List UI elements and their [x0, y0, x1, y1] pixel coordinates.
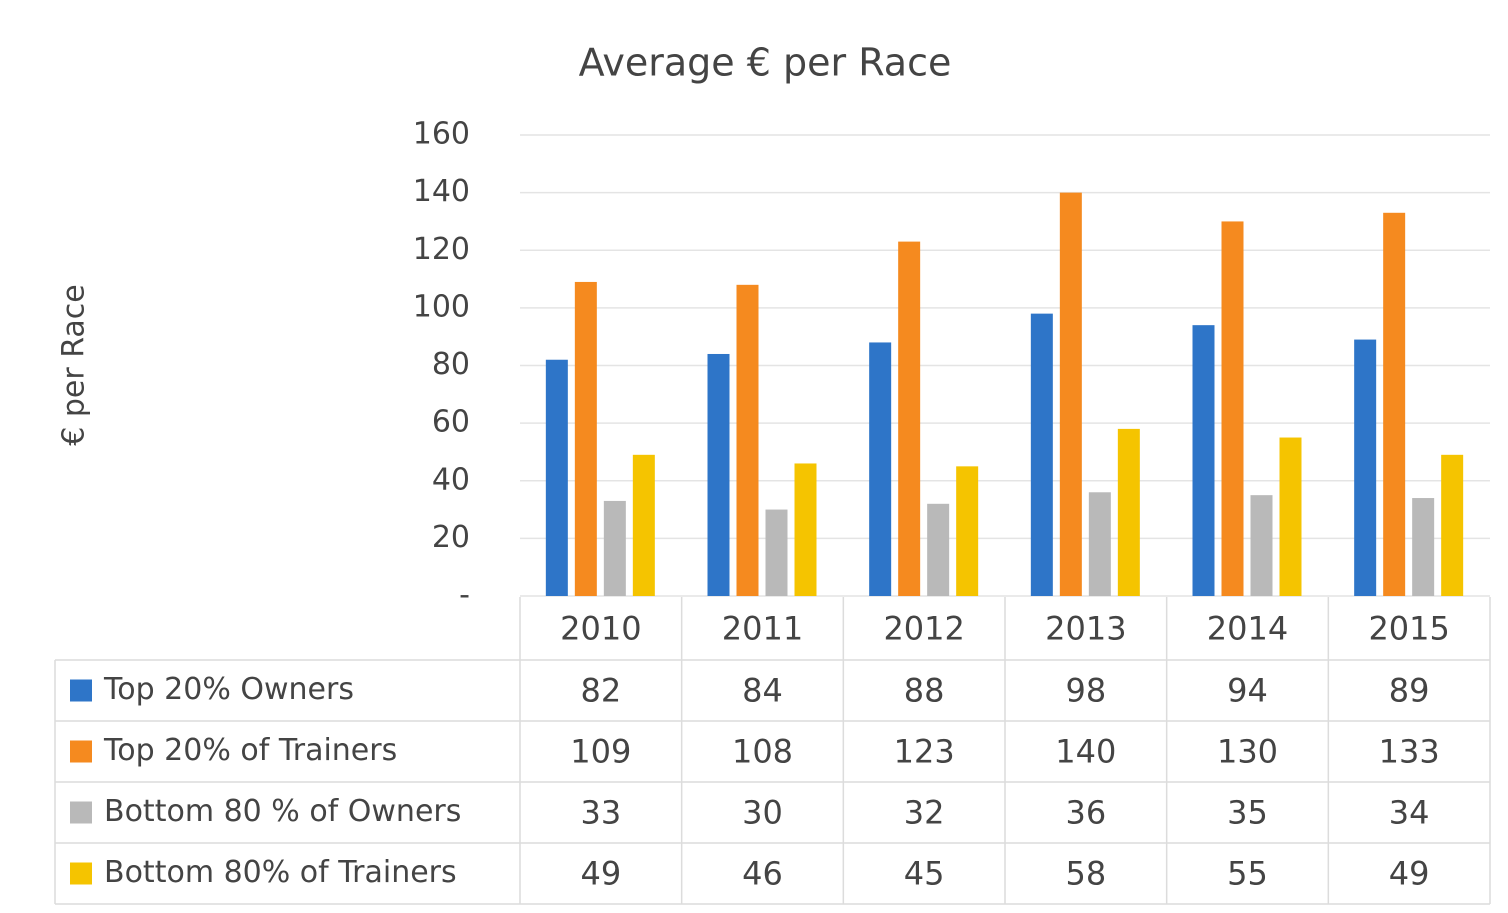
bar	[1088, 492, 1111, 596]
table-cell: 94	[1227, 672, 1268, 710]
bar	[765, 509, 788, 596]
bar	[898, 241, 921, 596]
bar	[794, 463, 817, 596]
legend-swatch	[70, 801, 92, 824]
legend-label: Bottom 80 % of Owners	[104, 794, 461, 829]
bar	[869, 342, 892, 596]
y-tick-label: 140	[413, 174, 470, 209]
table-cell: 36	[1065, 794, 1106, 832]
table-cell: 35	[1227, 794, 1268, 832]
table-cell: 45	[904, 855, 945, 893]
bar	[956, 466, 979, 596]
table-cell: 55	[1227, 855, 1268, 893]
table-cell: 140	[1055, 733, 1116, 771]
table-cell: 82	[580, 672, 621, 710]
y-tick-label: 80	[432, 347, 470, 382]
y-tick-label: 60	[432, 405, 470, 440]
table-cell: 133	[1379, 733, 1440, 771]
legend-swatch	[70, 740, 92, 763]
table-cell: 89	[1389, 672, 1430, 710]
bar	[1030, 313, 1053, 596]
legend-label: Top 20% of Trainers	[103, 733, 397, 768]
table-cell: 49	[580, 855, 621, 893]
y-tick-label: 100	[413, 289, 470, 324]
bar	[1117, 428, 1140, 596]
bar	[1059, 192, 1082, 596]
bar	[1412, 498, 1435, 596]
bar	[1354, 339, 1377, 596]
chart-title: Average € per Race	[579, 41, 952, 85]
bar	[574, 281, 597, 596]
legend-label: Top 20% Owners	[103, 672, 354, 707]
table-cell: 33	[580, 794, 621, 832]
table-cell: 123	[894, 733, 955, 771]
y-tick-label: 20	[432, 520, 470, 555]
y-tick-label: 120	[413, 232, 470, 267]
legend-swatch	[70, 679, 92, 702]
bar	[1383, 212, 1406, 596]
table-cell: 58	[1065, 855, 1106, 893]
x-tick-label: 2015	[1368, 610, 1449, 648]
table-cell: 130	[1217, 733, 1278, 771]
x-tick-label: 2013	[1045, 610, 1126, 648]
y-tick-label: -	[459, 578, 470, 613]
legend-label: Bottom 80% of Trainers	[104, 855, 457, 890]
table-cell: 30	[742, 794, 783, 832]
bar	[736, 284, 759, 596]
table-cell: 34	[1389, 794, 1430, 832]
x-tick-label: 2012	[883, 610, 964, 648]
bar	[1192, 325, 1215, 596]
x-tick-label: 2010	[560, 610, 641, 648]
bar	[707, 353, 730, 596]
bar	[632, 454, 655, 596]
table-cell: 88	[904, 672, 945, 710]
table-cell: 49	[1389, 855, 1430, 893]
x-tick-label: 2011	[722, 610, 803, 648]
x-tick-label: 2014	[1207, 610, 1288, 648]
table-cell: 84	[742, 672, 783, 710]
bar	[1221, 221, 1244, 596]
bar	[927, 503, 950, 596]
bar	[1250, 495, 1273, 596]
bar	[1441, 454, 1464, 596]
y-axis-label: € per Race	[57, 284, 92, 446]
table-cell: 109	[570, 733, 631, 771]
table-cell: 46	[742, 855, 783, 893]
legend-swatch	[70, 862, 92, 885]
table-cell: 108	[732, 733, 793, 771]
bar	[603, 500, 626, 596]
y-tick-label: 40	[432, 462, 470, 497]
y-tick-label: 160	[413, 117, 470, 152]
bar	[545, 359, 568, 596]
table-cell: 98	[1065, 672, 1106, 710]
bar	[1279, 437, 1302, 596]
table-cell: 32	[904, 794, 945, 832]
